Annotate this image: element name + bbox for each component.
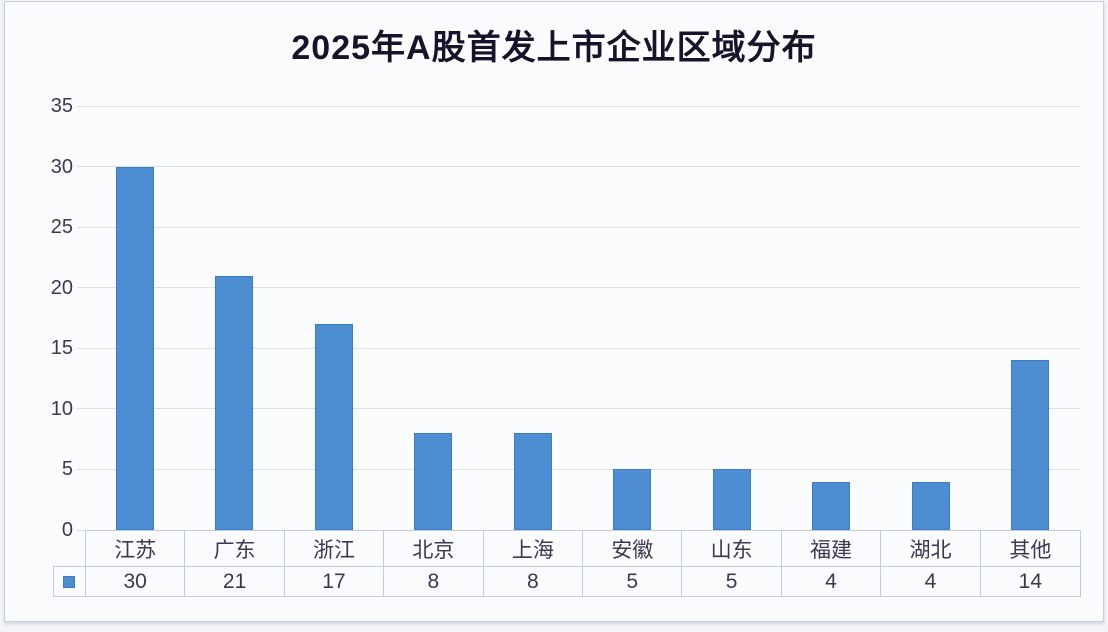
value-cell: 4 bbox=[782, 567, 882, 596]
legend-cell bbox=[54, 567, 86, 596]
value-cell: 5 bbox=[682, 567, 782, 596]
bar bbox=[712, 469, 751, 530]
gridline bbox=[77, 105, 1080, 107]
value-cell: 4 bbox=[881, 567, 981, 596]
gridline bbox=[77, 408, 1080, 410]
y-axis-label: 15 bbox=[50, 337, 73, 360]
chart-title: 2025年A股首发上市企业区域分布 bbox=[291, 29, 817, 67]
category-cell: 山东 bbox=[682, 531, 782, 566]
category-cell: 上海 bbox=[484, 531, 584, 566]
category-cell: 安徽 bbox=[583, 531, 683, 566]
bar bbox=[812, 481, 851, 530]
y-axis-label: 25 bbox=[50, 216, 73, 239]
category-cell: 福建 bbox=[782, 531, 882, 566]
category-cell: 浙江 bbox=[285, 531, 385, 566]
plot-area: 35 30 25 20 15 10 5 0 江苏 广东 浙江 北京 上海 安徽 山东 福建 湖北 其他 30 21 17… bbox=[5, 2, 1103, 621]
gridline bbox=[77, 529, 85, 531]
value-row: 30 21 17 8 8 5 5 4 4 14 bbox=[53, 566, 1081, 597]
value-cell: 30 bbox=[86, 567, 186, 596]
bar bbox=[911, 481, 950, 530]
gridline bbox=[77, 468, 1080, 470]
legend-swatch-icon bbox=[63, 575, 76, 588]
value-cell: 8 bbox=[484, 567, 583, 596]
gridline bbox=[77, 226, 1080, 228]
bar bbox=[613, 469, 652, 530]
chart-card: 2025年A股首发上市企业区域分布 35 30 25 20 15 10 5 0 江苏 广东 浙江 北京… bbox=[4, 1, 1104, 622]
category-cell: 广东 bbox=[185, 531, 285, 566]
gridline bbox=[77, 287, 1080, 289]
gridline bbox=[77, 166, 1080, 168]
category-cell: 北京 bbox=[384, 531, 484, 566]
value-cell: 8 bbox=[384, 567, 484, 596]
bar bbox=[513, 433, 552, 530]
category-header-row: 江苏 广东 浙江 北京 上海 安徽 山东 福建 湖北 其他 bbox=[85, 530, 1081, 567]
bar bbox=[1011, 360, 1050, 530]
y-axis-label: 30 bbox=[50, 155, 73, 178]
category-cell: 其他 bbox=[1009, 538, 1052, 562]
bar bbox=[414, 433, 453, 530]
value-cell: 17 bbox=[285, 567, 385, 596]
value-cell: 14 bbox=[1018, 569, 1042, 593]
category-cell: 江苏 bbox=[86, 531, 186, 566]
y-axis-label: 5 bbox=[61, 458, 73, 481]
y-axis-label: 10 bbox=[50, 397, 73, 420]
bar bbox=[215, 275, 254, 530]
value-cell: 5 bbox=[583, 567, 683, 596]
bar bbox=[115, 166, 154, 530]
gridline bbox=[77, 347, 1080, 349]
category-cell: 湖北 bbox=[881, 531, 981, 566]
y-axis-label: 20 bbox=[50, 276, 73, 299]
bar bbox=[314, 324, 353, 530]
value-cell: 21 bbox=[185, 567, 285, 596]
y-axis-label: 35 bbox=[50, 95, 73, 117]
y-axis-label: 0 bbox=[61, 519, 73, 541]
